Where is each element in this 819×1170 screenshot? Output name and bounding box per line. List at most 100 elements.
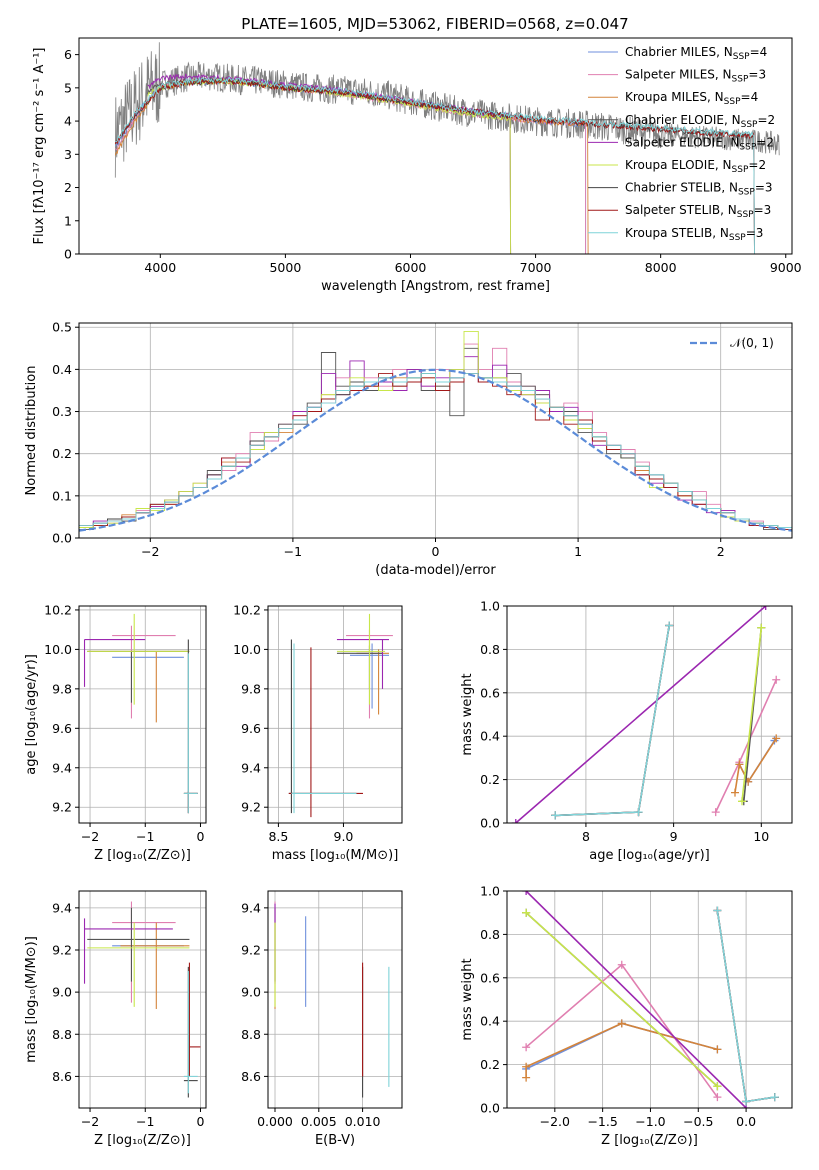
series-marker <box>634 808 643 817</box>
series-marker <box>735 760 744 769</box>
series-kroupa-elodie <box>738 623 766 806</box>
y-axis-label: Flux [fλ10⁻¹⁷ erg cm⁻² s⁻¹ A⁻¹] <box>32 48 47 245</box>
y-tick-label: 9.0 <box>52 985 72 1000</box>
series-marker <box>713 906 722 915</box>
legend-entry: 𝒩(0, 1) <box>730 336 774 350</box>
x-tick-label: 6000 <box>395 260 427 275</box>
series-marker <box>770 1093 779 1102</box>
legend-eq: =2 <box>757 113 775 127</box>
y-tick-label: 9.2 <box>241 942 261 957</box>
x-axis-label: E(B-V) <box>315 1133 355 1148</box>
x-tick-label: 8.5 <box>268 829 288 844</box>
panel-spectrum: 4000 5000 6000 7000 8000 9000 0 1 2 3 4 5 6 wavelengt… <box>32 37 802 294</box>
plot-area <box>79 330 792 538</box>
x-tick-label: 0 <box>197 1114 205 1129</box>
legend-eq: =4 <box>741 90 759 104</box>
y-tick-label: 0.8 <box>480 642 500 657</box>
y-tick-label: 0.3 <box>52 404 72 419</box>
x-tick-label: 9000 <box>770 260 802 275</box>
point-chabrier-stelib <box>183 966 198 1098</box>
point-kroupa-miles <box>120 922 190 1009</box>
series-kroupa-miles <box>731 734 781 797</box>
y-tick-label: 0.2 <box>480 772 500 787</box>
legend-eq: =2 <box>748 158 766 172</box>
y-tick-label: 9.6 <box>52 721 72 736</box>
model-line-chabrier-elodie <box>147 75 512 254</box>
series-marker <box>511 819 520 823</box>
x-axis-label: Z [log₁₀(Z/Z⊙)] <box>94 1133 191 1148</box>
legend-sub: SSP <box>732 75 749 85</box>
point-kroupa-miles <box>356 649 389 715</box>
legend-eq: =2 <box>756 135 774 149</box>
legend-eq: =3 <box>755 181 773 195</box>
plot-area <box>511 606 781 823</box>
plot-area <box>114 42 780 254</box>
panel-mass-vs-ebv: 0.000 0.005 0.010 8.6 8.8 9.0 9.2 9.4 E(B-V) <box>241 890 403 1148</box>
y-tick-label: 0.6 <box>480 970 500 985</box>
x-tick-label: 2 <box>717 544 725 559</box>
legend-eq: =4 <box>750 45 768 59</box>
series-line <box>525 912 718 1087</box>
y-tick-label: 1.0 <box>480 884 500 899</box>
series-marker <box>757 623 766 632</box>
y-tick-label: 1 <box>64 213 72 228</box>
legend-eq: =3 <box>748 68 766 82</box>
x-tick-label: 0.0 <box>736 1114 756 1129</box>
plot-frame <box>78 890 207 1109</box>
histogram-kroupa-stelib <box>79 373 792 538</box>
x-tick-label: −1 <box>284 544 302 559</box>
y-tick-label: 9.2 <box>52 942 72 957</box>
y-tick-label: 9.2 <box>52 800 72 815</box>
plot-frame <box>506 890 793 1109</box>
y-tick-label: 0.5 <box>52 320 72 335</box>
series-line <box>555 625 670 817</box>
series-salpeter-elodie <box>511 606 770 823</box>
x-axis-label: (data-model)/error <box>375 563 496 578</box>
legend-sub: SSP <box>738 188 755 198</box>
point-salpeter-stelib <box>183 791 198 814</box>
model-line-kroupa-elodie <box>147 77 512 254</box>
y-tick-label: 0.0 <box>52 531 72 546</box>
series-salpeter-miles <box>711 675 781 817</box>
point-salpeter-elodie <box>336 638 389 689</box>
series-marker <box>711 808 720 817</box>
plot-frame <box>267 605 403 824</box>
x-tick-label: 9.0 <box>334 829 354 844</box>
y-tick-label: 6 <box>64 47 72 62</box>
series-marker <box>522 908 531 917</box>
series-kroupa-miles <box>522 1019 722 1082</box>
x-tick-label: 0 <box>432 544 440 559</box>
y-tick-label: 10.2 <box>233 602 261 617</box>
legend-eq: =3 <box>746 226 764 240</box>
series-marker <box>551 811 560 820</box>
x-tick-label: 7000 <box>520 260 552 275</box>
point-kroupa-elodie <box>87 922 190 1007</box>
panel-residuals: −2 −1 0 1 2 0.0 0.1 0.2 0.3 0.4 0.5 (data-model)/er… <box>24 320 793 578</box>
y-tick-label: 0.2 <box>480 1057 500 1072</box>
y-tick-label: 9.4 <box>241 900 261 915</box>
series-kroupa-stelib <box>551 621 674 820</box>
point-kroupa-stelib <box>183 971 198 1094</box>
y-tick-label: 2 <box>64 180 72 195</box>
x-tick-label: −0.5 <box>683 1114 713 1129</box>
plot-area <box>274 901 390 1098</box>
legend-entry: Chabrier MILES, NSSP=4 <box>625 45 767 62</box>
series-marker <box>617 960 626 969</box>
y-axis-label: mass [log₁₀(M/M⊙)] <box>24 936 39 1063</box>
y-tick-label: 4 <box>64 114 72 129</box>
series-salpeter-elodie <box>522 891 751 1108</box>
series-marker <box>742 1097 751 1106</box>
plot-area <box>288 613 393 818</box>
series-marker <box>522 1073 531 1082</box>
y-axis-label: mass weight <box>460 673 475 755</box>
x-tick-label: −2 <box>81 1114 99 1129</box>
x-axis-label: wavelength [Angstrom, rest frame] <box>321 279 550 294</box>
x-axis-label: Z [log₁₀(Z/Z⊙)] <box>94 848 191 863</box>
x-tick-label: 8 <box>582 829 590 844</box>
series-marker <box>761 606 770 610</box>
plot-area <box>83 613 198 814</box>
point-salpeter-elodie <box>83 638 146 687</box>
legend-entry: Chabrier STELIB, NSSP=3 <box>625 181 773 198</box>
plot-area <box>83 901 201 1098</box>
